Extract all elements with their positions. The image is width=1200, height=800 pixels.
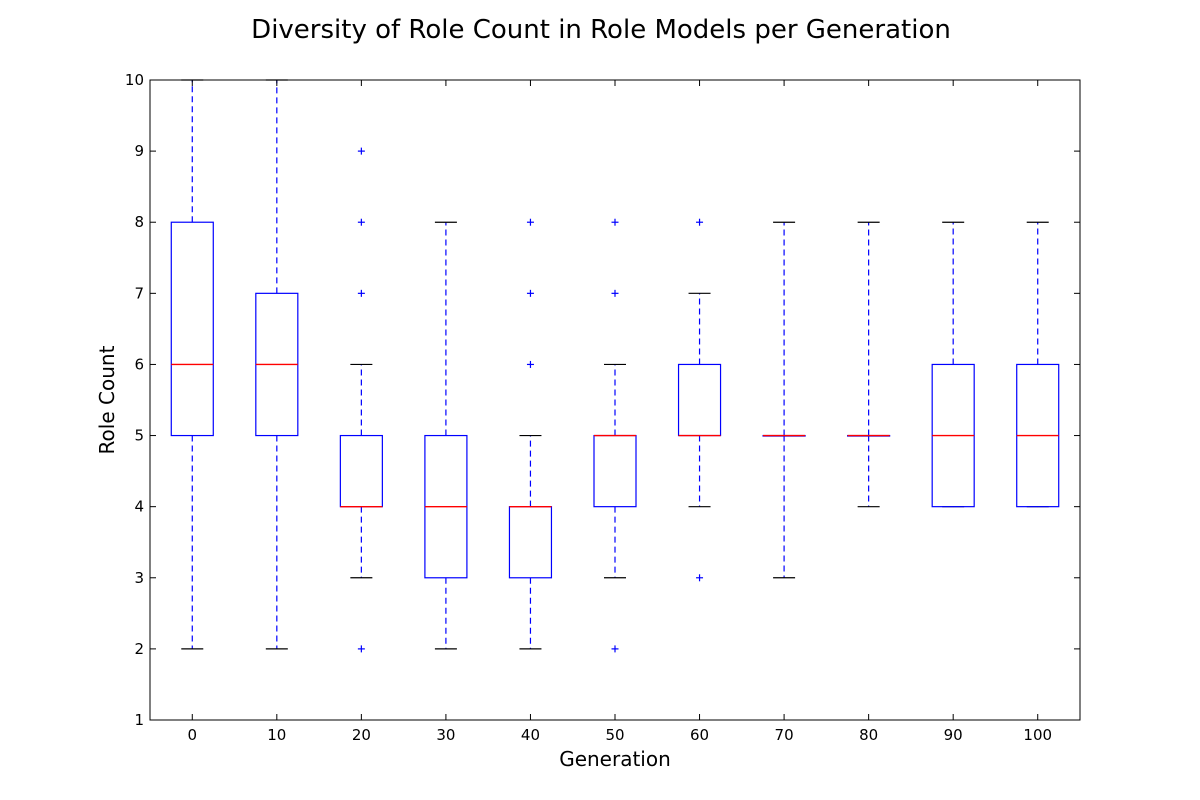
x-tick-label: 0 <box>187 726 197 744</box>
x-tick-label: 50 <box>605 726 624 744</box>
box-group-gen-40 <box>508 218 553 650</box>
box-group-gen-60 <box>677 218 722 582</box>
box-group-gen-20 <box>339 147 383 653</box>
iqr-box <box>339 434 383 508</box>
y-tick-label: 7 <box>134 284 144 302</box>
box-group-gen-90 <box>931 221 975 508</box>
x-tick-label: 80 <box>859 726 878 744</box>
box-group-gen-30 <box>424 221 468 650</box>
x-tick-label: 60 <box>690 726 709 744</box>
y-tick-label: 5 <box>134 427 144 445</box>
y-tick-label: 9 <box>134 142 144 160</box>
flier-point <box>611 645 619 653</box>
x-tick-label: 10 <box>267 726 286 744</box>
iqr-box <box>170 221 214 437</box>
y-tick-label: 1 <box>134 711 144 729</box>
x-axis-label: Generation <box>559 747 671 771</box>
box-group-gen-50 <box>593 218 637 653</box>
iqr-box <box>593 434 637 508</box>
plot-area <box>170 79 1060 653</box>
iqr-box <box>508 506 553 579</box>
flier-point <box>357 218 365 226</box>
flier-point <box>526 289 534 297</box>
y-tick-label: 2 <box>134 640 144 658</box>
x-tick-label: 90 <box>944 726 963 744</box>
y-axis-label: Role Count <box>95 345 119 454</box>
flier-point <box>611 218 619 226</box>
box-group-gen-10 <box>255 79 299 650</box>
flier-point <box>357 289 365 297</box>
chart-title: Diversity of Role Count in Role Models p… <box>251 15 951 45</box>
x-tick-label: 100 <box>1023 726 1052 744</box>
y-tick-label: 10 <box>125 71 144 89</box>
flier-point <box>357 645 365 653</box>
flier-point <box>357 147 365 155</box>
box-group-gen-100 <box>1016 221 1060 508</box>
x-tick-label: 30 <box>436 726 455 744</box>
flier-point <box>696 574 704 582</box>
y-tick-label: 4 <box>134 498 144 516</box>
iqr-box <box>677 363 722 437</box>
box-group-gen-70 <box>762 221 806 579</box>
x-tick-label: 40 <box>521 726 540 744</box>
box-group-gen-80 <box>847 221 891 508</box>
flier-point <box>526 218 534 226</box>
y-tick-label: 8 <box>134 213 144 231</box>
y-tick-label: 6 <box>134 355 144 373</box>
y-tick-label: 3 <box>134 569 144 587</box>
flier-point <box>611 289 619 297</box>
axes: 0 10 20 30 40 50 60 70 80 90 100 1 2 3 4 5 6 7 8 9 10 <box>125 71 1080 744</box>
x-tick-label: 70 <box>775 726 794 744</box>
flier-point <box>526 360 534 368</box>
box-group-gen-0 <box>170 79 214 650</box>
x-tick-label: 20 <box>352 726 371 744</box>
flier-point <box>696 218 704 226</box>
